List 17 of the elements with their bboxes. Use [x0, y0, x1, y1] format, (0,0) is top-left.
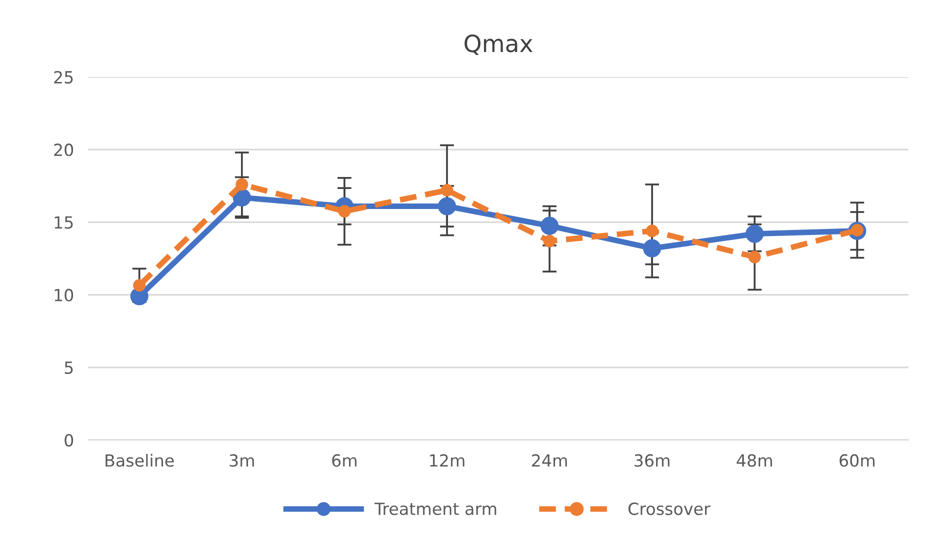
x-tick-label: 48m	[736, 454, 772, 467]
x-tick-label: 60m	[840, 454, 874, 467]
legend-label: Crossover	[628, 502, 710, 516]
y-tick-label: 15	[54, 216, 73, 229]
y-tick-label: 20	[54, 144, 74, 156]
legend-label: Treatment arm	[374, 502, 496, 516]
x-tick-label: 24m	[532, 454, 567, 467]
x-tick-label: 6m	[332, 454, 356, 467]
x-tick-label: 36m	[634, 454, 670, 467]
y-tick-label: 25	[54, 70, 73, 84]
x-tick-label: 3m	[230, 454, 254, 467]
y-tick-label: 0	[64, 434, 74, 447]
chart-title: Qmax	[464, 34, 532, 56]
x-tick-label: 12m	[430, 454, 464, 467]
y-tick-label: 5	[64, 362, 73, 374]
y-tick-label: 10	[54, 288, 74, 302]
x-tick-label: Baseline	[106, 454, 174, 467]
